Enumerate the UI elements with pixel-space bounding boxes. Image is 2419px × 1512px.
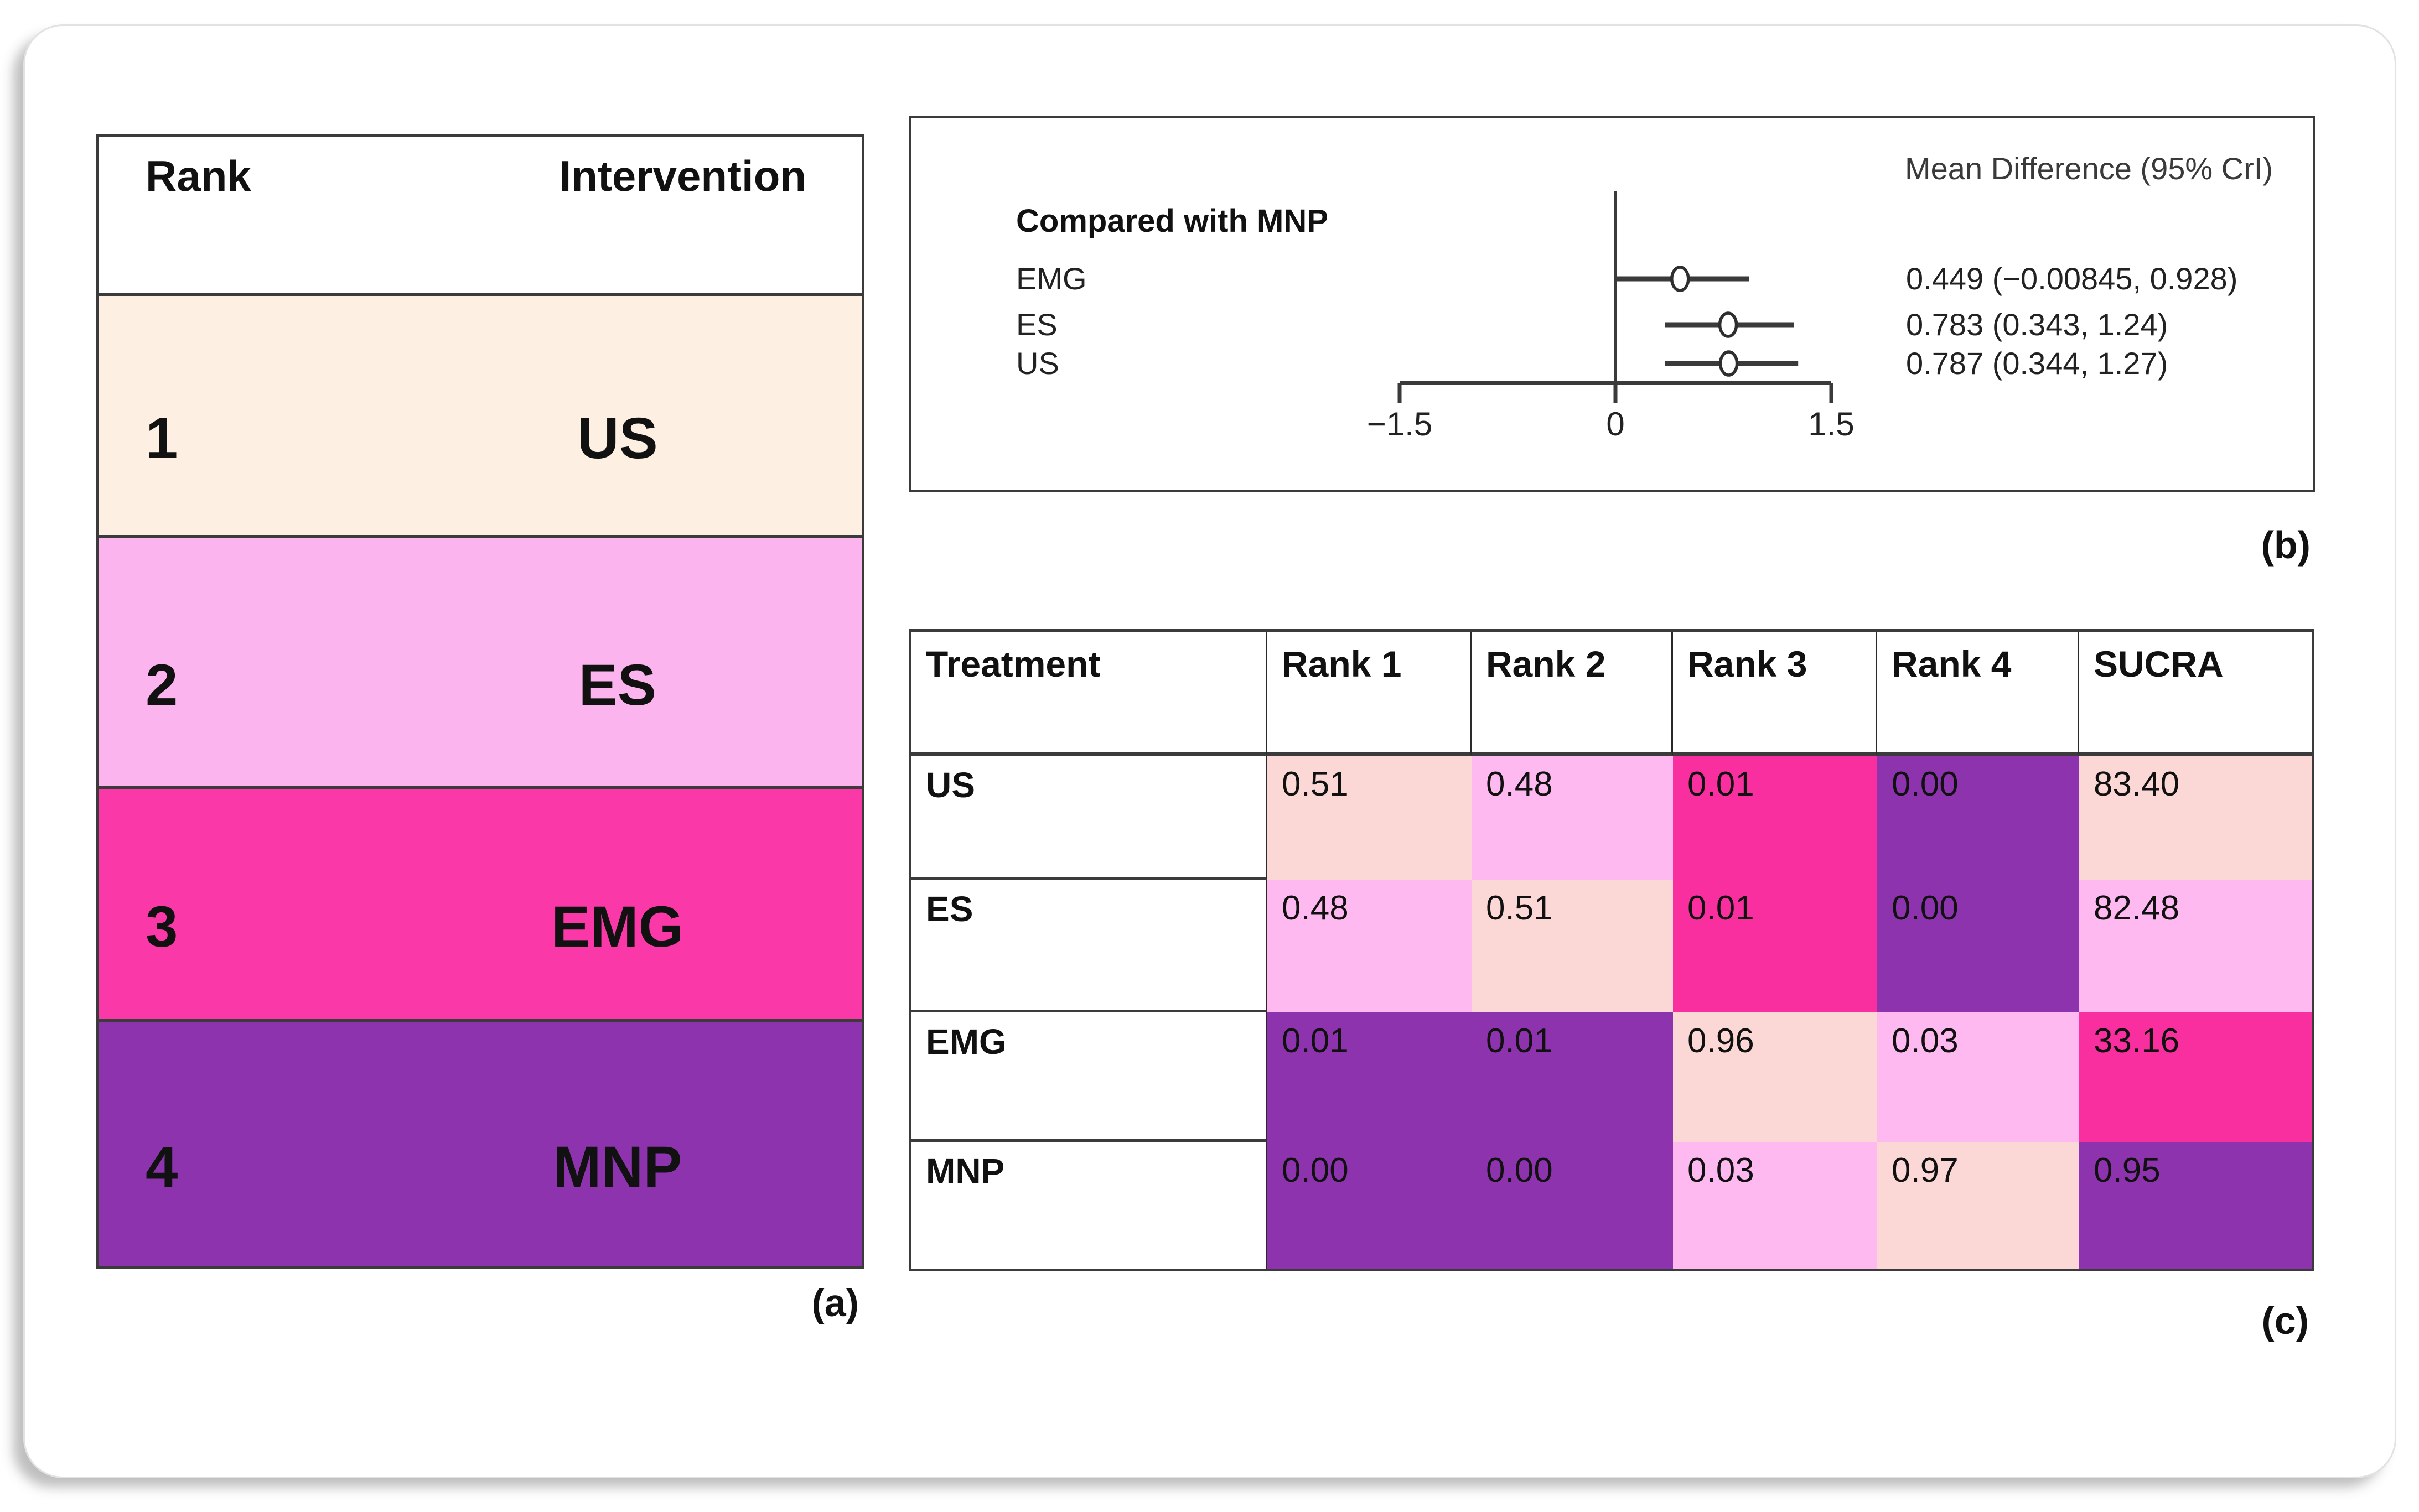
treatment-cell: US [911,756,1267,880]
x-tick-label: 1.5 [1808,406,1855,443]
probability-cell: 0.51 [1267,756,1472,880]
column-header: Rank 4 [1877,632,2079,756]
probability-cell: 0.01 [1267,1012,1472,1142]
column-header: Treatment [911,632,1267,756]
intervention-name: EMG [551,895,684,959]
x-tick-label: 0 [1606,406,1625,443]
column-header: Rank 1 [1267,632,1472,756]
comparator-heading: Compared with MNP [1016,203,1328,239]
intervention-name: US [577,406,658,471]
probability-cell: 0.00 [1877,880,2079,1012]
probability-cell: 0.48 [1472,756,1673,880]
probability-cell: 0.01 [1673,880,1877,1012]
rank-number: 2 [146,652,178,718]
rank-row-4: 4 MNP [99,1019,862,1266]
rank-row-3: 3 EMG [99,786,862,1019]
rank-number: 1 [146,406,178,471]
rank-table: Rank Intervention 1 US 2 ES 3 EMG 4 MNP [96,134,864,1269]
intervention-name: ES [578,652,656,718]
rank-number: 3 [146,895,178,959]
sucra-cell: 0.95 [2079,1142,2312,1269]
sucra-cell: 82.48 [2079,880,2312,1012]
treatment-cell: MNP [911,1142,1267,1269]
estimate-text: 0.449 (−0.00845, 0.928) [1906,261,2238,296]
treatment-cell: EMG [911,1012,1267,1142]
probability-cell: 0.01 [1673,756,1877,880]
forest-plot-title: Mean Difference (95% CrI) [1905,151,2273,186]
probability-cell: 0.00 [1267,1142,1472,1269]
estimate-text: 0.787 (0.344, 1.27) [1906,346,2168,381]
probability-cell: 0.00 [1472,1142,1673,1269]
intervention-name: MNP [553,1135,682,1199]
probability-cell: 0.03 [1673,1142,1877,1269]
rank-number: 4 [146,1135,178,1199]
rank-table-header: Rank Intervention [99,137,862,293]
column-header: Rank 3 [1673,632,1877,756]
probability-cell: 0.96 [1673,1012,1877,1142]
probability-cell: 0.97 [1877,1142,2079,1269]
sucra-cell: 83.40 [2079,756,2312,880]
forest-plot-panel: Mean Difference (95% CrI) Compared with … [909,116,2315,492]
rank-column-header: Rank [146,152,251,200]
panel-a-label: (a) [811,1281,859,1324]
probability-cell: 0.51 [1472,880,1673,1012]
treatment-cell: ES [911,880,1267,1012]
panel-b-label: (b) [2261,523,2311,567]
rank-row-2: 2 ES [99,535,862,786]
probability-cell: 0.00 [1877,756,2079,880]
forest-plot [1397,191,1833,403]
probability-cell: 0.48 [1267,880,1472,1012]
rank-row-1: 1 US [99,293,862,535]
treatment-label: ES [1016,307,1058,342]
sucra-cell: 33.16 [2079,1012,2312,1142]
treatment-label: EMG [1016,261,1087,296]
figure-card: Rank Intervention 1 US 2 ES 3 EMG 4 MNP … [23,24,2396,1478]
x-tick-label: −1.5 [1366,406,1433,443]
intervention-column-header: Intervention [559,152,806,200]
probability-cell: 0.01 [1472,1012,1673,1142]
treatment-label: US [1016,346,1059,381]
panel-c-label: (c) [2261,1299,2309,1342]
probability-cell: 0.03 [1877,1012,2079,1142]
column-header: Rank 2 [1472,632,1673,756]
estimate-text: 0.783 (0.343, 1.24) [1906,307,2168,342]
column-header: SUCRA [2079,632,2312,756]
sucra-table: Treatment Rank 1 Rank 2 Rank 3 Rank 4 SU… [909,629,2314,1271]
